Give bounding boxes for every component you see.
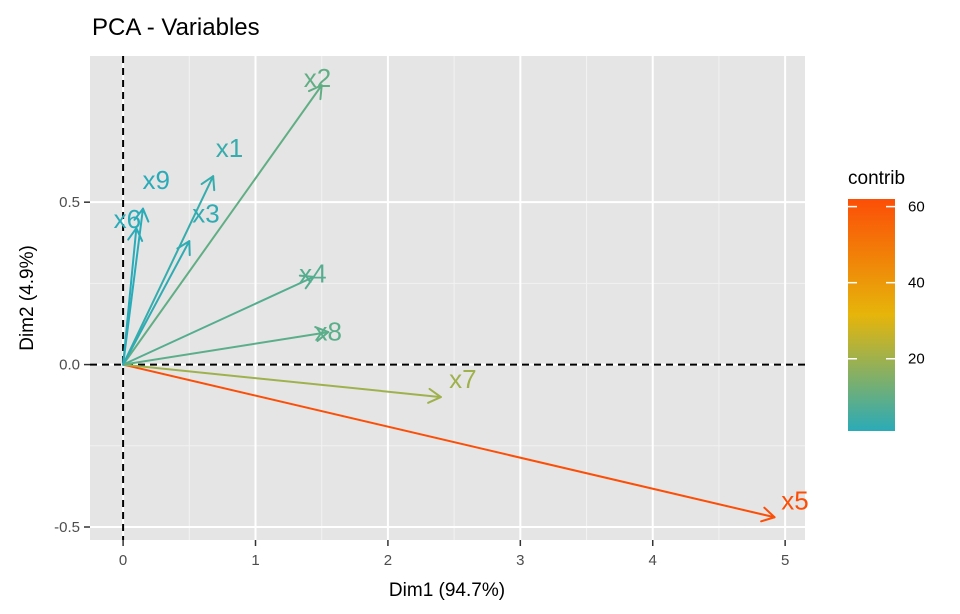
arrow-head	[307, 84, 323, 101]
arrow-head	[760, 506, 776, 523]
arrow-shaft	[122, 240, 191, 366]
variable-label-x7: x7	[449, 364, 476, 394]
legend-colorbar	[848, 199, 895, 431]
legend: contrib 20 40 60	[848, 168, 925, 431]
plot-panel	[90, 56, 805, 540]
variable-label-x2: x2	[304, 63, 331, 93]
arrow-shaft	[122, 207, 144, 366]
y-tick-label: 0.0	[59, 357, 80, 374]
legend-title: contrib	[848, 168, 905, 189]
variable-label-x8: x8	[314, 317, 341, 347]
arrow-x3	[122, 240, 191, 366]
chart-title: PCA - Variables	[92, 14, 260, 41]
arrow-shaft	[122, 84, 323, 366]
x-tick-label: 0	[119, 552, 127, 569]
reference-lines	[90, 56, 805, 540]
arrow-shaft	[122, 363, 442, 399]
x-tick-label: 3	[516, 552, 524, 569]
arrow-head	[298, 274, 315, 290]
variable-labels: x1 x2 x3 x4 x5 x6 x7 x8 x9	[114, 63, 809, 515]
arrow-x7	[122, 363, 442, 404]
arrow-x5	[122, 363, 776, 523]
arrow-shaft	[122, 363, 776, 519]
arrow-head	[427, 387, 442, 404]
y-tick-label: -0.5	[54, 519, 80, 536]
x-tick-label: 1	[251, 552, 259, 569]
variable-arrows	[122, 84, 776, 523]
y-axis-title: Dim2 (4.9%)	[17, 245, 38, 351]
variable-label-x6: x6	[114, 204, 141, 234]
arrow-shaft	[122, 275, 315, 366]
variable-label-x5: x5	[781, 486, 808, 516]
arrow-head	[314, 326, 330, 342]
arrow-x9	[122, 207, 150, 366]
x-axis-title: Dim1 (94.7%)	[389, 580, 505, 601]
arrow-x4	[122, 274, 315, 366]
x-tick-label: 2	[384, 552, 392, 569]
x-tick-label: 4	[649, 552, 657, 569]
legend-tick-label: 60	[908, 199, 925, 216]
grid-lines	[90, 56, 805, 540]
variable-label-x9: x9	[142, 165, 169, 195]
arrow-x1	[122, 175, 216, 366]
arrow-head	[200, 175, 216, 192]
variable-label-x1: x1	[216, 133, 243, 163]
arrow-x2	[122, 84, 323, 366]
x-tick-label: 5	[781, 552, 789, 569]
legend-tick-label: 40	[908, 275, 925, 292]
legend-tick-label: 20	[908, 351, 925, 368]
arrow-head	[133, 207, 150, 223]
arrow-shaft	[122, 175, 215, 366]
y-tick-label: 0.5	[59, 194, 80, 211]
arrow-x8	[122, 326, 330, 366]
arrow-shaft	[122, 331, 330, 366]
variable-label-x4: x4	[299, 259, 326, 289]
variable-label-x3: x3	[192, 198, 219, 228]
axes: 0 1 2 3 4 5 -0.5 0.0 0.5	[54, 194, 789, 569]
arrow-head	[176, 240, 191, 257]
